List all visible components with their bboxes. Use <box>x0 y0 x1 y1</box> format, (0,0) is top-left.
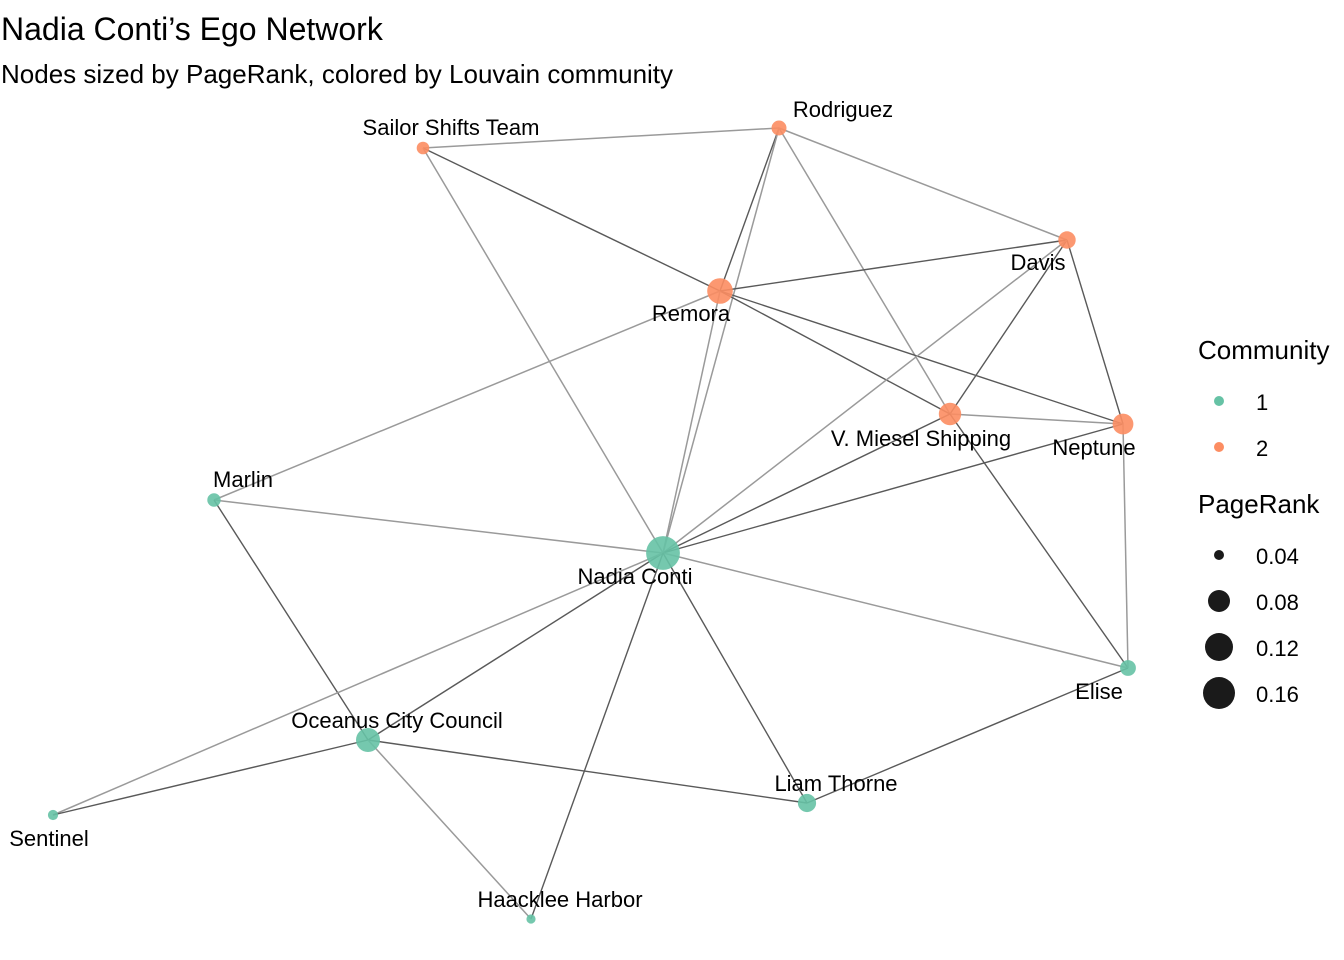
edge-occ-liam <box>367 739 808 804</box>
node-elise[interactable] <box>1120 660 1136 676</box>
edge-rodriguez-miesel <box>778 127 951 415</box>
community-legend-item: 1 <box>1214 390 1268 415</box>
pagerank-legend-item: 0.16 <box>1203 677 1299 709</box>
pagerank-size-marker <box>1208 590 1230 612</box>
node-haacklee[interactable] <box>526 914 536 924</box>
node-label-liam: Liam Thorne <box>774 771 897 796</box>
edge-marlin-occ <box>213 499 369 741</box>
node-rodriguez[interactable] <box>771 120 787 136</box>
node-label-sailor: Sailor Shifts Team <box>363 115 540 140</box>
edge-davis-miesel <box>949 239 1068 415</box>
pagerank-legend-item: 0.08 <box>1208 590 1299 615</box>
pagerank-legend-item: 0.04 <box>1214 544 1299 569</box>
edge-remora-marlin <box>213 290 721 501</box>
edge-davis-neptune <box>1066 239 1124 425</box>
node-nadia[interactable] <box>646 536 680 570</box>
edge-liam-elise <box>806 667 1129 804</box>
node-liam[interactable] <box>797 793 817 813</box>
pagerank-legend-item: 0.12 <box>1205 633 1299 661</box>
edge-marlin-nadia <box>213 499 664 554</box>
edge-remora-miesel <box>719 290 951 415</box>
pagerank-size-marker <box>1203 677 1235 709</box>
node-sailor[interactable] <box>416 141 430 155</box>
community-legend-label: 2 <box>1256 436 1268 461</box>
labels-layer: Nadia Conti Remora V. Miesel Shipping Neptu… <box>9 97 1135 912</box>
edge-miesel-elise <box>949 413 1129 669</box>
edge-remora-davis <box>719 239 1068 292</box>
node-marlin[interactable] <box>207 493 221 507</box>
node-sentinel[interactable] <box>47 809 59 821</box>
edges-layer <box>52 127 1129 920</box>
pagerank-legend-title: PageRank <box>1198 489 1320 519</box>
node-label-sentinel: Sentinel <box>9 826 89 851</box>
pagerank-size-marker <box>1205 633 1233 661</box>
node-label-miesel: V. Miesel Shipping <box>831 426 1011 451</box>
node-label-neptune: Neptune <box>1052 435 1135 460</box>
community-1-swatch <box>1214 396 1224 406</box>
edge-nadia-occ <box>367 552 664 741</box>
edge-neptune-elise <box>1122 423 1129 669</box>
edge-nadia-liam <box>662 552 808 804</box>
community-legend-item: 2 <box>1214 436 1268 461</box>
node-davis[interactable] <box>1058 231 1076 249</box>
node-miesel[interactable] <box>938 402 962 426</box>
pagerank-size-marker <box>1214 550 1224 560</box>
edge-rodriguez-nadia <box>662 127 780 554</box>
edge-remora-neptune <box>719 290 1124 425</box>
chart-title: Nadia Conti’s Ego Network <box>1 11 383 47</box>
node-label-marlin: Marlin <box>213 467 273 492</box>
edge-remora-nadia <box>662 290 721 554</box>
community-2-swatch <box>1214 442 1224 452</box>
chart-subtitle: Nodes sized by PageRank, colored by Louv… <box>1 59 674 89</box>
pagerank-legend-label: 0.04 <box>1256 544 1299 569</box>
legend: Community 1 2 PageRank 0.04 0.08 0.12 0.… <box>1198 335 1329 709</box>
node-label-elise: Elise <box>1075 679 1123 704</box>
edge-nadia-elise <box>662 552 1129 669</box>
community-legend-label: 1 <box>1256 390 1268 415</box>
node-remora[interactable] <box>707 278 733 304</box>
nodes-layer <box>47 120 1136 924</box>
pagerank-legend-label: 0.12 <box>1256 636 1299 661</box>
edge-sailor-remora <box>422 147 721 292</box>
node-label-rodriguez: Rodriguez <box>793 97 893 122</box>
node-label-occ: Oceanus City Council <box>291 708 503 733</box>
edge-davis-nadia <box>662 239 1068 554</box>
edge-rodriguez-remora <box>719 127 780 292</box>
edge-occ-sentinel <box>52 739 369 816</box>
edge-nadia-haacklee <box>530 552 664 920</box>
edge-sailor-nadia <box>422 147 664 554</box>
pagerank-legend-label: 0.16 <box>1256 682 1299 707</box>
node-neptune[interactable] <box>1112 413 1134 435</box>
edge-nadia-sentinel <box>52 552 664 816</box>
edge-neptune-nadia <box>662 423 1124 554</box>
node-label-nadia: Nadia Conti <box>578 564 693 589</box>
node-label-davis: Davis <box>1010 250 1065 275</box>
edge-occ-haacklee <box>367 739 532 920</box>
edge-rodriguez-davis <box>778 127 1068 241</box>
node-label-remora: Remora <box>652 301 731 326</box>
node-label-haacklee: Haacklee Harbor <box>477 887 642 912</box>
edge-sailor-rodriguez <box>422 127 780 149</box>
edge-miesel-nadia <box>662 413 951 554</box>
community-legend-title: Community <box>1198 335 1329 365</box>
node-occ[interactable] <box>356 728 380 752</box>
edge-miesel-neptune <box>949 413 1124 425</box>
pagerank-legend-label: 0.08 <box>1256 590 1299 615</box>
